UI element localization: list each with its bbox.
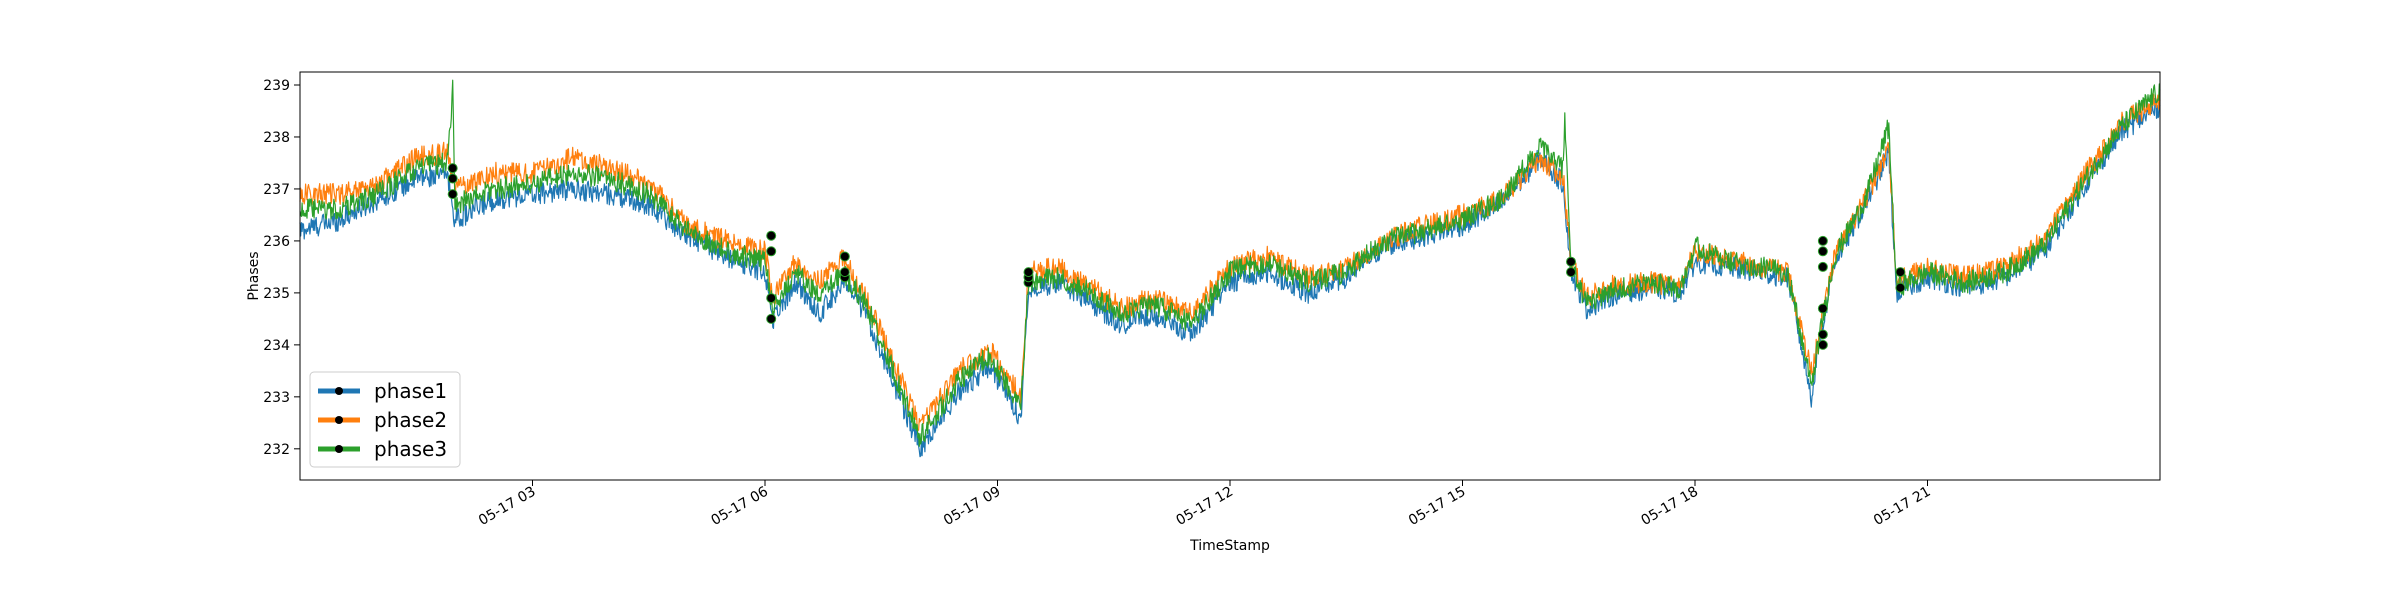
y-tick-label: 236: [263, 234, 290, 250]
anomaly-marker-1-2: [766, 246, 777, 257]
anomaly-marker-5-5: [1817, 235, 1828, 246]
legend-label-phase3: phase3: [374, 437, 447, 461]
anomaly-marker-0-0: [447, 189, 458, 200]
y-tick-label: 234: [263, 338, 290, 354]
y-tick-label: 237: [263, 182, 290, 198]
anomaly-marker-6-1: [1895, 267, 1906, 278]
y-tick-label: 238: [263, 130, 290, 146]
legend-label-phase2: phase2: [374, 408, 447, 432]
legend-entries: phase1 phase2 phase3: [318, 379, 447, 461]
anomaly-marker-4-0: [1566, 267, 1576, 278]
anomaly-marker-1-1: [766, 293, 777, 304]
anomaly-marker-5-2: [1817, 303, 1828, 314]
anomaly-marker-0-1: [447, 173, 458, 184]
x-axis-label: TimeStamp: [1189, 538, 1270, 554]
anomaly-marker-4-1: [1566, 256, 1576, 267]
x-tick-label: 05-17 06: [708, 484, 771, 529]
anomaly-marker-1-3: [766, 230, 777, 241]
y-tick-label: 233: [263, 390, 290, 406]
anomaly-marker-1-0: [766, 313, 777, 324]
x-axis-ticks: 05-17 03 05-17 06 05-17 09 05-17 12 05-17 15…: [476, 480, 1934, 529]
x-tick-label: 05-17 12: [1173, 484, 1236, 529]
x-tick-label: 05-17 09: [941, 484, 1004, 529]
x-tick-label: 05-17 15: [1406, 484, 1469, 529]
anomaly-marker-0-2: [447, 163, 458, 174]
legend: phase1 phase2 phase3: [309, 371, 461, 468]
anomaly-marker-5-0: [1817, 339, 1828, 350]
anomaly-marker-3-2: [1023, 267, 1034, 278]
legend-marker-phase2: [335, 416, 343, 424]
y-axis-ticks: 232 233 234 235 236 237 238 239: [263, 78, 300, 458]
anomaly-marker-2-1: [839, 267, 850, 278]
anomaly-marker-6-0: [1895, 282, 1906, 293]
anomaly-marker-5-3: [1817, 261, 1828, 272]
y-tick-label: 232: [263, 442, 290, 458]
y-tick-label: 235: [263, 286, 290, 302]
anomaly-marker-5-4: [1817, 246, 1828, 257]
x-tick-label: 05-17 18: [1638, 484, 1701, 529]
legend-label-phase1: phase1: [374, 379, 447, 403]
x-tick-label: 05-17 03: [476, 484, 539, 529]
y-tick-label: 239: [263, 78, 290, 94]
legend-marker-phase3: [335, 445, 343, 453]
series-layer: [299, 79, 2161, 458]
anomaly-marker-5-1: [1817, 329, 1828, 340]
series-line-phase1: [299, 97, 2161, 458]
series-line-phase3: [299, 79, 2161, 447]
legend-marker-phase1: [335, 387, 343, 395]
y-axis-label: Phases: [246, 251, 262, 300]
anomaly-marker-2-2: [839, 251, 850, 262]
marker-layer: [447, 163, 1906, 350]
legend-box: [309, 371, 461, 468]
x-tick-label: 05-17 21: [1871, 484, 1934, 529]
